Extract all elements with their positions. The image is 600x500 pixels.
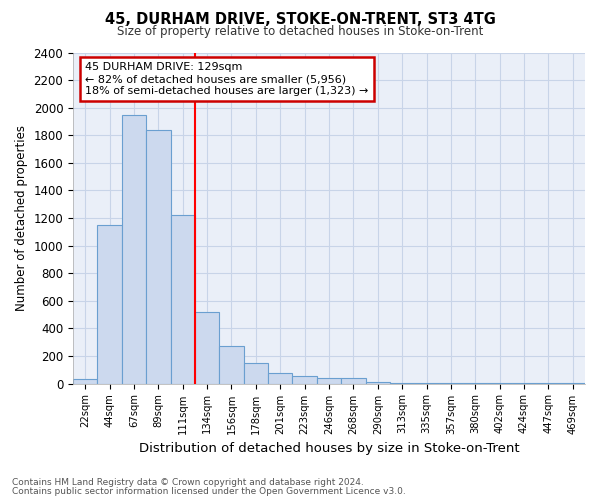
Bar: [341, 378, 365, 384]
Bar: [317, 378, 341, 384]
Y-axis label: Number of detached properties: Number of detached properties: [15, 125, 28, 311]
Bar: [292, 376, 317, 384]
Bar: [390, 383, 415, 384]
Text: Contains public sector information licensed under the Open Government Licence v3: Contains public sector information licen…: [12, 487, 406, 496]
Bar: [415, 383, 439, 384]
Bar: [170, 216, 195, 384]
Bar: [195, 312, 220, 384]
Text: Contains HM Land Registry data © Crown copyright and database right 2024.: Contains HM Land Registry data © Crown c…: [12, 478, 364, 487]
Bar: [365, 382, 390, 384]
Text: 45 DURHAM DRIVE: 129sqm
← 82% of detached houses are smaller (5,956)
18% of semi: 45 DURHAM DRIVE: 129sqm ← 82% of detache…: [85, 62, 368, 96]
Bar: [97, 225, 122, 384]
Bar: [146, 130, 170, 384]
Bar: [244, 363, 268, 384]
Bar: [268, 372, 292, 384]
X-axis label: Distribution of detached houses by size in Stoke-on-Trent: Distribution of detached houses by size …: [139, 442, 520, 455]
Bar: [122, 114, 146, 384]
Text: 45, DURHAM DRIVE, STOKE-ON-TRENT, ST3 4TG: 45, DURHAM DRIVE, STOKE-ON-TRENT, ST3 4T…: [104, 12, 496, 28]
Text: Size of property relative to detached houses in Stoke-on-Trent: Size of property relative to detached ho…: [117, 25, 483, 38]
Bar: [73, 380, 97, 384]
Bar: [220, 346, 244, 384]
